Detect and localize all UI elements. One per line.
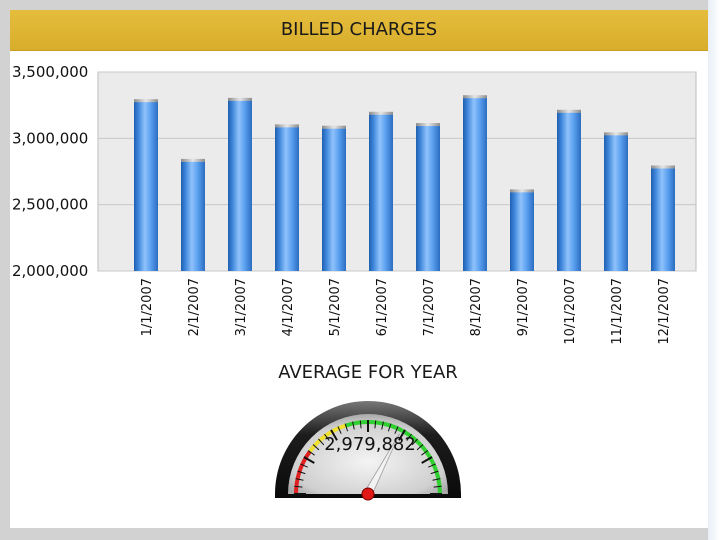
chart-title: BILLED CHARGES: [280, 19, 438, 40]
x-tick-label: 11/1/2007: [610, 278, 625, 345]
bar-chart: 2,000,000 2,500,000 3,000,000 3,500,000 1/1…: [12, 63, 697, 345]
bar-cap: [463, 95, 487, 99]
gridlines: [98, 71, 696, 272]
bar-11/1/2007: [604, 134, 628, 271]
bar-12/1/2007: [651, 167, 675, 271]
bar-4/1/2007: [275, 126, 299, 271]
x-tick-label: 12/1/2007: [657, 278, 672, 345]
gauge-tick: [344, 423, 349, 432]
gauge-value-label: 2,979,882: [324, 434, 416, 455]
x-tick-label: 3/1/2007: [234, 278, 249, 336]
gauge-tick: [387, 423, 392, 432]
right-edge-strip: [708, 0, 720, 540]
bar-cap: [134, 99, 158, 103]
bar-cap: [604, 132, 628, 136]
gauge-tick: [295, 478, 304, 481]
bars: [134, 95, 675, 271]
gauge-tick: [307, 450, 315, 456]
bar-cap: [557, 109, 581, 113]
bar-cap: [651, 165, 675, 169]
x-tick-labels: 1/1/2007 2/1/2007 3/1/2007 4/1/2007 5/1/2007…: [140, 278, 672, 345]
gauge-ticks: [294, 420, 442, 495]
gauge-tick: [421, 456, 433, 464]
bar-cap: [275, 124, 299, 128]
y-tick-label: 2,000,000: [12, 262, 88, 280]
bar-cap: [228, 97, 252, 101]
gauge-tick: [433, 485, 442, 488]
gauge-hub: [361, 487, 375, 501]
y-tick-label: 3,000,000: [12, 129, 88, 147]
bar-7/1/2007: [416, 125, 440, 271]
bar-cap: [416, 123, 440, 127]
bar-cap: [369, 111, 393, 115]
gauge-tick: [381, 421, 384, 430]
gauge-tick: [406, 433, 412, 441]
x-tick-label: 7/1/2007: [422, 278, 437, 336]
x-tick-label: 8/1/2007: [469, 278, 484, 336]
bar-5/1/2007: [322, 127, 346, 271]
gauge-tick: [337, 426, 342, 434]
x-tick-label: 6/1/2007: [375, 278, 390, 336]
gauge-tick: [411, 438, 418, 446]
gauge-tick: [416, 444, 424, 451]
gauge-tick: [330, 429, 338, 441]
gauge-tick: [297, 470, 306, 475]
x-tick-label: 5/1/2007: [328, 278, 343, 336]
y-tick-label: 3,500,000: [12, 63, 88, 81]
gauge-tick: [374, 420, 377, 429]
bar-8/1/2007: [463, 97, 487, 271]
gauge-tick: [312, 444, 320, 451]
x-tick-label: 1/1/2007: [140, 278, 155, 336]
gauge-tick: [428, 463, 436, 468]
bar-6/1/2007: [369, 113, 393, 271]
bar-2/1/2007: [181, 160, 205, 271]
bar-cap: [322, 125, 346, 129]
bar-cap: [181, 158, 205, 162]
chart-header-bar: [10, 10, 708, 51]
x-tick-label: 2/1/2007: [187, 278, 202, 336]
gauge-tick: [294, 485, 303, 488]
gauge-tick: [398, 429, 406, 441]
bar-10/1/2007: [557, 111, 581, 271]
gauge-tick: [432, 478, 441, 481]
x-tick-label: 9/1/2007: [516, 278, 531, 336]
bar-9/1/2007: [510, 191, 534, 271]
gauge-tick: [303, 456, 315, 464]
bar-3/1/2007: [228, 99, 252, 271]
y-tick-label: 2,500,000: [12, 196, 88, 214]
bar-cap: [510, 189, 534, 193]
gauge-tick: [324, 433, 330, 441]
gauge-tick: [359, 420, 362, 429]
bar-1/1/2007: [134, 101, 158, 271]
gauge-tick: [352, 421, 355, 430]
y-tick-labels: 2,000,000 2,500,000 3,000,000 3,500,000: [12, 63, 88, 280]
gauge-tick: [421, 450, 429, 456]
gauge-tick: [300, 463, 308, 468]
gauge-tick: [430, 470, 439, 475]
x-tick-label: 4/1/2007: [281, 278, 296, 336]
x-tick-label: 10/1/2007: [563, 278, 578, 345]
gauge-tick: [318, 438, 325, 446]
gauge-title: AVERAGE FOR YEAR: [278, 362, 458, 383]
gauge-tick: [394, 426, 399, 434]
